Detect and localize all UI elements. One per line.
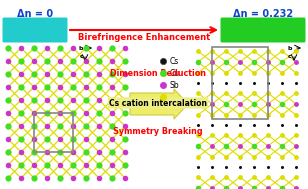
FancyBboxPatch shape — [2, 18, 67, 43]
Text: b: b — [288, 46, 292, 51]
Text: c: c — [79, 54, 83, 59]
Text: c: c — [288, 54, 292, 59]
Text: Birefringence Enhancement: Birefringence Enhancement — [78, 33, 210, 43]
Text: Δn = 0: Δn = 0 — [17, 9, 53, 19]
Bar — [212, 47, 268, 119]
Text: Cu: Cu — [170, 68, 180, 77]
Text: b: b — [79, 46, 83, 51]
Text: Dimension Reduction: Dimension Reduction — [110, 70, 206, 78]
Text: Sb: Sb — [170, 81, 180, 90]
Text: Symmetry Breaking: Symmetry Breaking — [113, 128, 203, 136]
Text: Cs: Cs — [170, 57, 179, 66]
Bar — [34, 113, 73, 152]
FancyArrow shape — [130, 89, 188, 119]
FancyBboxPatch shape — [221, 18, 306, 43]
Text: Δn = 0.232: Δn = 0.232 — [233, 9, 293, 19]
Text: Cs cation intercalation: Cs cation intercalation — [109, 98, 207, 108]
Text: Cu₃SbS₄: Cu₃SbS₄ — [12, 25, 58, 35]
Text: S: S — [170, 92, 175, 101]
Text: CsCu₃SbS₄: CsCu₃SbS₄ — [233, 25, 293, 35]
